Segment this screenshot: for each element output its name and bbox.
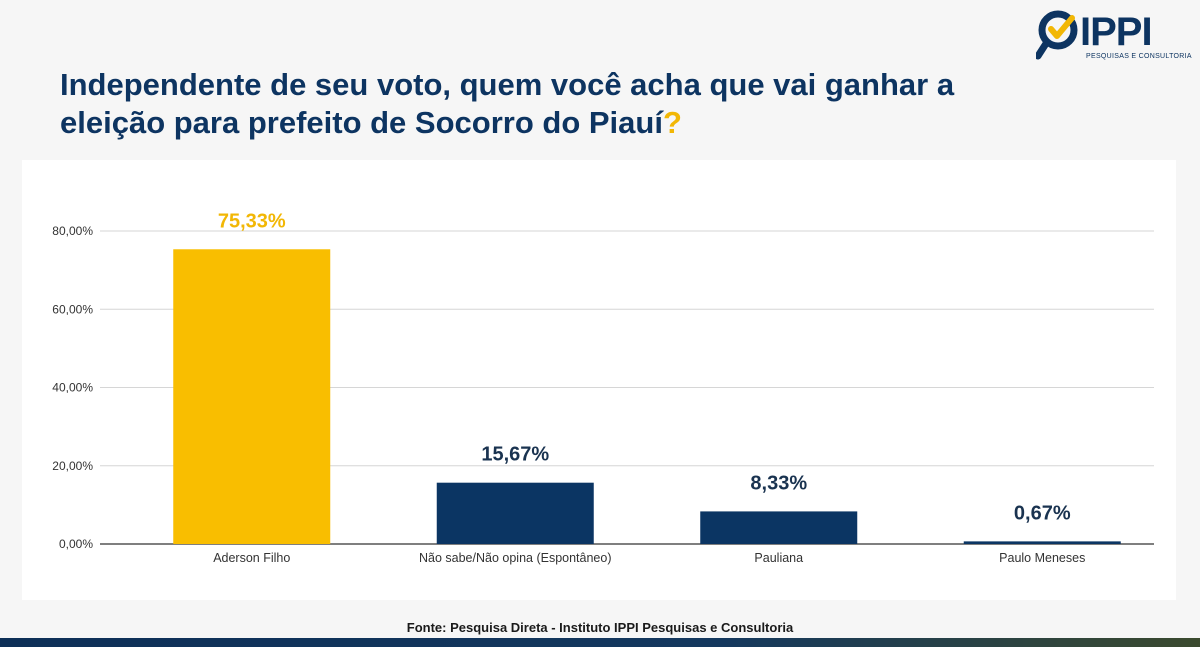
bar-chart: 0,00% 20,00% 40,00% 60,00% 80,00% 75,33% Aders… [52, 210, 1154, 565]
magnifier-check-icon [1036, 10, 1078, 60]
data-label: 8,33% [750, 472, 807, 494]
y-tick-label: 20,00% [52, 459, 93, 473]
source-note: Fonte: Pesquisa Direta - Instituto IPPI … [406, 620, 794, 635]
bar [436, 482, 594, 544]
bar [173, 249, 331, 545]
y-tick-label: 0,00% [59, 537, 93, 551]
x-tick-label: Não sabe/Não opina (Espontâneo) [419, 551, 612, 565]
y-tick-label: 60,00% [52, 302, 93, 316]
title-text: Independente de seu voto, quem você acha… [60, 67, 955, 140]
ippi-logo: IPPI PESQUISAS E CONSULTORIA [1036, 8, 1192, 64]
title-question-mark: ? [662, 105, 682, 140]
data-label: 15,67% [481, 444, 549, 466]
bar [700, 511, 858, 544]
x-tick-label: Pauliana [754, 551, 803, 565]
x-tick-label: Aderson Filho [213, 551, 290, 565]
y-tick-label: 80,00% [52, 224, 93, 238]
x-tick-label: Paulo Meneses [999, 551, 1085, 565]
data-label: 75,33% [218, 210, 286, 232]
bar [963, 541, 1121, 544]
footer-bar [0, 638, 1200, 647]
y-tick-label: 40,00% [52, 381, 93, 395]
page-title: Independente de seu voto, quem você acha… [60, 66, 960, 142]
logo-wordmark: IPPI [1080, 10, 1153, 54]
data-label: 0,67% [1014, 502, 1071, 524]
logo-subtitle: PESQUISAS E CONSULTORIA [1086, 53, 1192, 60]
